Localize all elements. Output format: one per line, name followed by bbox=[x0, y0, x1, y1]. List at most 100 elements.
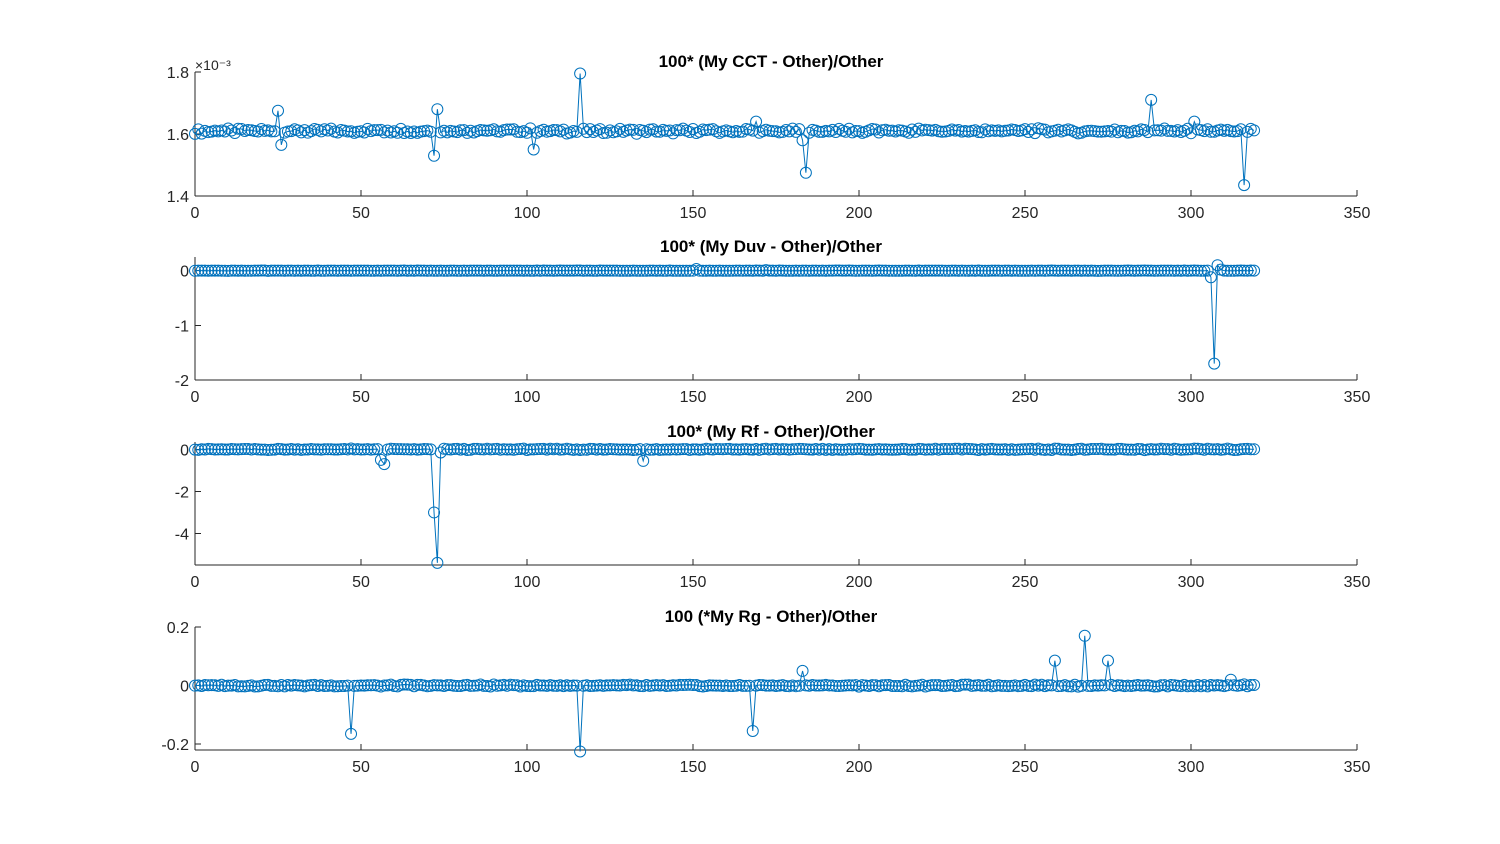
data-point bbox=[1065, 264, 1078, 277]
data-point bbox=[521, 126, 533, 139]
data-point bbox=[1145, 264, 1158, 277]
data-point bbox=[301, 264, 314, 277]
data-point bbox=[909, 125, 922, 138]
data-point bbox=[235, 264, 248, 277]
data-point bbox=[823, 679, 836, 692]
data-point bbox=[1171, 679, 1184, 692]
data-point bbox=[610, 679, 623, 692]
data-point bbox=[627, 264, 640, 277]
data-point bbox=[1028, 264, 1041, 277]
x-tick-label: 100 bbox=[514, 389, 541, 406]
data-point bbox=[454, 124, 467, 137]
data-point bbox=[1224, 125, 1237, 138]
data-point bbox=[1218, 264, 1231, 277]
data-point bbox=[574, 67, 587, 80]
x-tick-label: 150 bbox=[680, 389, 707, 406]
data-point bbox=[1075, 264, 1088, 277]
data-point bbox=[796, 134, 809, 147]
data-point bbox=[418, 443, 431, 456]
data-point bbox=[1181, 680, 1194, 693]
data-point bbox=[922, 443, 935, 456]
data-point bbox=[617, 264, 630, 277]
data-point bbox=[829, 679, 842, 692]
data-point bbox=[1121, 679, 1134, 692]
data-point bbox=[1135, 264, 1148, 277]
data-point bbox=[212, 264, 225, 277]
data-point bbox=[1171, 264, 1184, 277]
data-point bbox=[833, 680, 846, 692]
data-point bbox=[657, 443, 670, 456]
data-point bbox=[428, 506, 441, 519]
data-point bbox=[680, 678, 693, 691]
data-point bbox=[766, 125, 779, 138]
data-point bbox=[633, 679, 646, 692]
x-tick-label: 300 bbox=[1178, 574, 1205, 591]
data-point bbox=[1095, 679, 1108, 692]
data-point bbox=[394, 678, 407, 691]
data-point bbox=[856, 443, 869, 456]
data-point bbox=[1002, 264, 1015, 277]
data-point bbox=[391, 264, 404, 277]
data-point bbox=[706, 264, 719, 277]
data-point bbox=[348, 443, 361, 456]
data-point bbox=[328, 264, 341, 277]
data-point bbox=[746, 124, 759, 137]
data-point bbox=[504, 678, 517, 691]
data-point bbox=[713, 264, 726, 277]
data-point bbox=[959, 678, 972, 691]
data-point bbox=[620, 443, 633, 456]
data-point bbox=[926, 264, 939, 277]
data-point bbox=[1085, 124, 1098, 137]
data-point bbox=[198, 264, 211, 277]
data-point bbox=[1165, 264, 1178, 277]
data-point bbox=[351, 443, 364, 456]
data-point bbox=[414, 125, 427, 138]
data-point bbox=[328, 443, 341, 456]
data-point bbox=[846, 443, 859, 456]
data-point bbox=[378, 264, 391, 277]
data-point bbox=[604, 264, 616, 277]
data-point bbox=[248, 680, 261, 693]
data-point bbox=[876, 264, 889, 277]
data-point bbox=[1211, 679, 1224, 692]
data-point bbox=[1111, 264, 1124, 277]
data-point bbox=[537, 679, 550, 692]
x-tick-label: 200 bbox=[846, 759, 873, 776]
data-point bbox=[690, 443, 703, 456]
data-point bbox=[530, 443, 543, 456]
data-point bbox=[1228, 443, 1241, 456]
data-point bbox=[527, 143, 540, 156]
data-point bbox=[677, 443, 690, 456]
data-point bbox=[736, 679, 749, 692]
series-line bbox=[194, 635, 1255, 752]
data-point bbox=[803, 126, 816, 139]
data-point bbox=[693, 264, 706, 277]
data-point bbox=[683, 264, 696, 277]
data-point bbox=[471, 442, 484, 455]
data-point bbox=[836, 679, 849, 692]
data-point bbox=[1045, 264, 1058, 277]
data-point bbox=[321, 443, 334, 456]
data-point bbox=[447, 442, 460, 455]
data-point bbox=[238, 442, 251, 455]
data-point bbox=[398, 443, 411, 456]
data-point bbox=[524, 443, 537, 456]
data-point bbox=[743, 264, 756, 277]
data-point bbox=[311, 443, 324, 456]
data-point bbox=[773, 443, 786, 456]
data-point bbox=[381, 264, 394, 277]
data-point bbox=[232, 264, 245, 277]
data-point bbox=[909, 679, 922, 692]
data-point bbox=[916, 264, 929, 277]
data-point bbox=[972, 264, 985, 277]
data-point bbox=[992, 443, 1005, 456]
data-point bbox=[248, 442, 261, 455]
data-point bbox=[438, 442, 450, 455]
x-tick-label: 150 bbox=[680, 205, 707, 222]
data-point bbox=[1085, 264, 1098, 277]
data-point bbox=[1138, 124, 1151, 137]
data-point bbox=[1248, 443, 1261, 456]
data-point bbox=[613, 264, 626, 277]
data-point bbox=[879, 679, 892, 692]
data-point bbox=[1185, 679, 1197, 692]
